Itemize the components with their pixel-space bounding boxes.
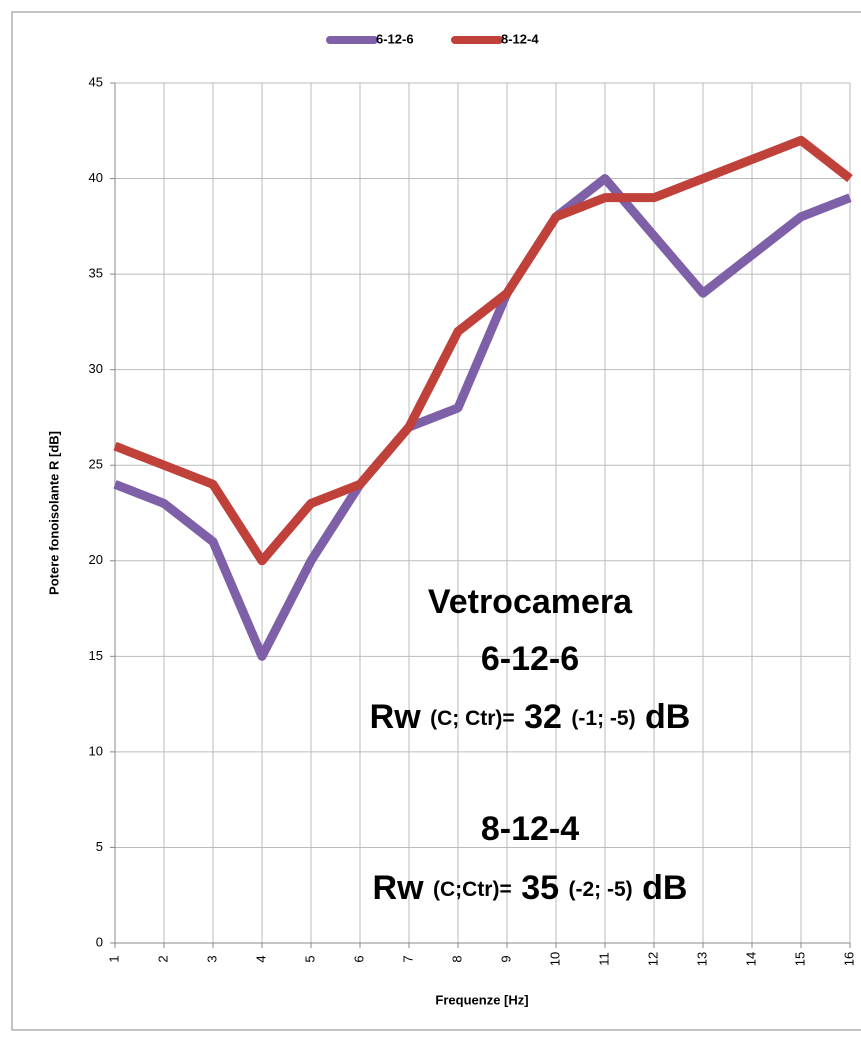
x-tick-label: 8	[449, 955, 464, 962]
x-tick-label: 9	[498, 955, 513, 962]
x-tick-label: 2	[155, 955, 170, 962]
y-axis-title: Potere fonoisolante R [dB]	[46, 431, 61, 595]
x-tick-label: 5	[302, 955, 317, 962]
y-tick-label: 5	[96, 839, 103, 854]
legend-label: 6-12-6	[376, 31, 414, 46]
series-line	[113, 135, 853, 566]
annotation: Vetrocamera 6-12-6 Rw (C; Ctr)= 32 (-1; …	[370, 583, 691, 907]
rw-corrections: (-2; -5)	[568, 878, 632, 901]
y-tick-label: 45	[89, 74, 103, 89]
rw-params: (C;Ctr)=	[433, 878, 512, 901]
series-line	[113, 174, 852, 661]
x-tick-label: 15	[792, 952, 807, 966]
annotation-name: 6-12-6	[481, 640, 579, 678]
rw-params: (C; Ctr)=	[430, 707, 515, 730]
chart-frame	[11, 11, 861, 1031]
legend-label: 8-12-4	[501, 31, 539, 46]
rw-corrections: (-1; -5)	[571, 707, 635, 730]
y-tick-label: 35	[89, 266, 103, 281]
x-tick-label: 11	[596, 952, 611, 966]
x-tick-label: 10	[547, 952, 562, 966]
x-tick-label: 7	[400, 955, 415, 962]
annotation-rw: Rw (C; Ctr)= 32 (-1; -5) dB	[370, 698, 691, 736]
rw-value: 32	[524, 698, 562, 736]
x-tick-label: 3	[204, 955, 219, 962]
rw-unit: dB	[645, 698, 690, 736]
rw-value: 35	[521, 869, 559, 907]
annotation-name: 8-12-4	[481, 810, 579, 848]
annotation-title: Vetrocamera	[428, 583, 633, 621]
y-tick-label: 30	[89, 361, 103, 376]
rw-unit: dB	[642, 869, 687, 907]
x-tick-label: 6	[351, 955, 366, 962]
x-tick-label: 4	[253, 955, 268, 962]
y-tick-label: 0	[96, 934, 103, 949]
y-tick-label: 40	[89, 170, 103, 185]
y-tick-label: 20	[89, 552, 103, 567]
x-tick-label: 13	[694, 952, 709, 966]
x-tick-label: 12	[645, 952, 660, 966]
x-tick-label: 16	[841, 952, 856, 966]
annotation-rw: Rw (C;Ctr)= 35 (-2; -5) dB	[373, 869, 688, 907]
x-tick-label: 1	[106, 955, 121, 962]
y-tick-label: 25	[89, 457, 103, 472]
rw-label: Rw	[373, 869, 425, 907]
rw-label: Rw	[370, 698, 422, 736]
x-axis-title: Frequenze [Hz]	[435, 992, 528, 1007]
y-tick-label: 10	[89, 743, 103, 758]
x-tick-label: 14	[743, 952, 758, 966]
y-tick-label: 15	[89, 648, 103, 663]
